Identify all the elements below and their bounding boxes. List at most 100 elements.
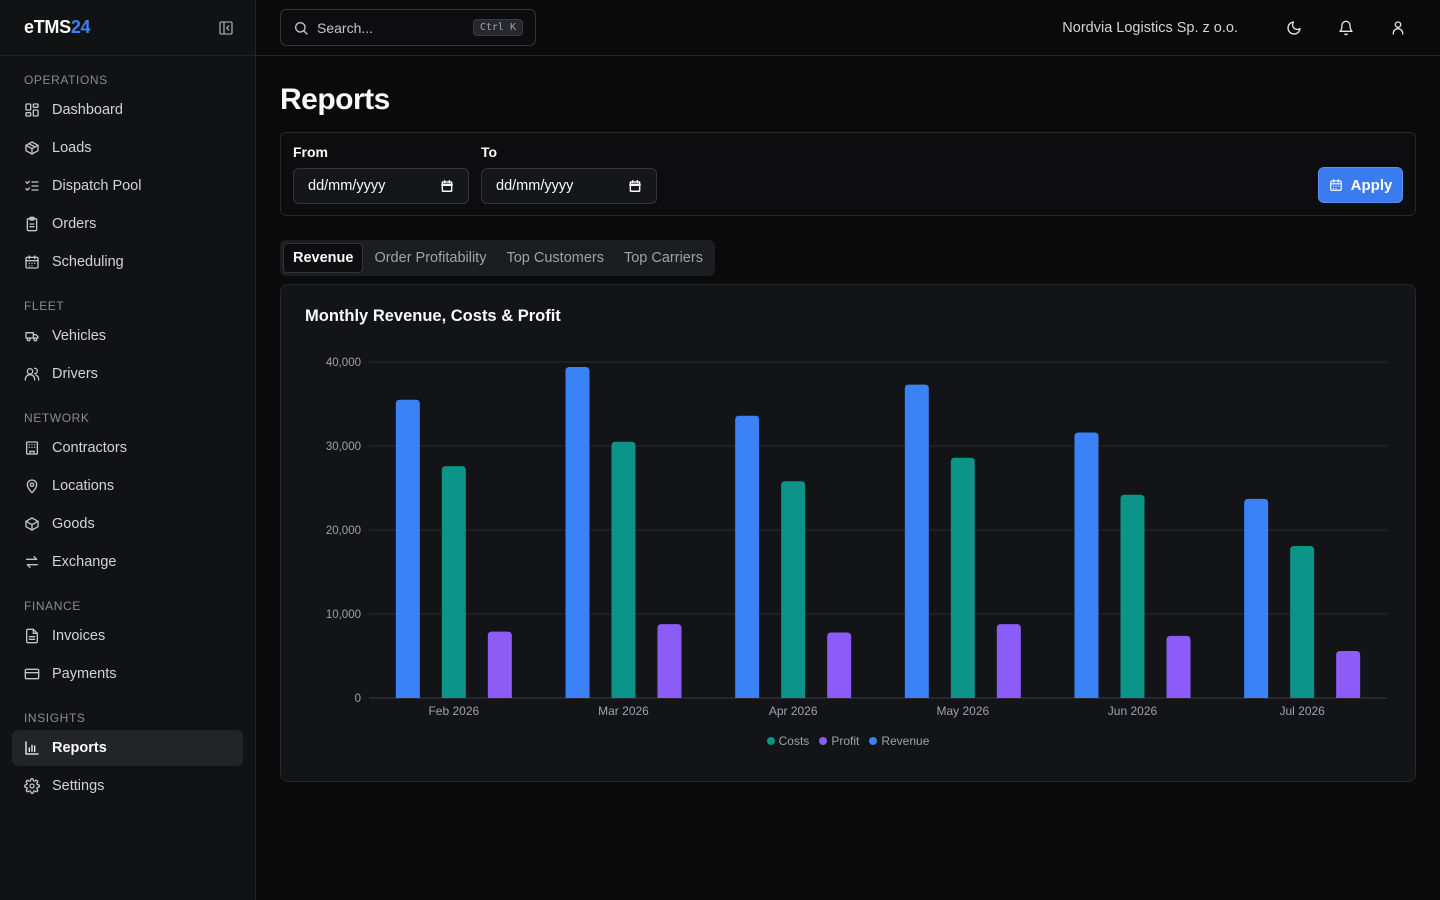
sidebar-item-label: Exchange [52, 554, 117, 570]
sidebar-item-dashboard[interactable]: Dashboard [12, 92, 243, 128]
date-filter-card: From dd/mm/yyyy To dd/mm/yyyy Apply [280, 132, 1416, 216]
legend-swatch [766, 737, 775, 745]
legend-item-profit[interactable]: Profit [819, 734, 859, 748]
report-tabs: Revenue Order Profitability Top Customers T… [280, 240, 715, 276]
calendar-icon[interactable] [628, 179, 642, 193]
search-placeholder: Search... [317, 19, 374, 36]
revenue-bar-chart: 0 10,000 20,000 30,000 40,000 Feb 2026 Mar 202… [326, 357, 1387, 718]
sidebar-item-drivers[interactable]: Drivers [12, 356, 243, 392]
from-field: From dd/mm/yyyy [293, 144, 469, 204]
nav-section-fleet: FLEET Vehicles Drivers [0, 296, 255, 392]
sidebar-item-invoices[interactable]: Invoices [12, 618, 243, 654]
tab-revenue[interactable]: Revenue [283, 243, 364, 273]
sidebar-item-label: Goods [52, 516, 95, 532]
bar-revenue-mar-2026 [565, 367, 590, 698]
sidebar-item-label: Dashboard [52, 102, 123, 118]
search-input[interactable]: Search... Ctrl K [280, 9, 536, 46]
bar-revenue-apr-2026 [735, 415, 760, 698]
bar-chart-icon [25, 741, 39, 755]
apply-button[interactable]: Apply [1318, 167, 1403, 203]
dashboard-icon [25, 103, 39, 117]
theme-toggle-button[interactable] [1276, 10, 1312, 46]
topbar: Search... Ctrl K Nordvia Logistics Sp. z… [256, 0, 1440, 56]
bar-revenue-feb-2026 [395, 399, 420, 698]
nav-section-insights: INSIGHTS Reports Settings [0, 708, 255, 804]
legend-label: Profit [831, 734, 860, 748]
y-tick-label: 30,000 [326, 441, 361, 453]
to-label: To [481, 144, 498, 160]
bar-profit-jul-2026 [1336, 650, 1361, 698]
sidebar-item-settings[interactable]: Settings [12, 768, 243, 804]
sidebar-item-dispatch-pool[interactable]: Dispatch Pool [12, 168, 243, 204]
to-date-input[interactable]: dd/mm/yyyy [481, 168, 657, 204]
x-tick-label: Apr 2026 [769, 704, 818, 718]
x-tick-label: Mar 2026 [598, 704, 649, 718]
user-menu-button[interactable] [1380, 10, 1416, 46]
x-tick-label: Jun 2026 [1108, 704, 1158, 718]
search-icon [295, 21, 308, 35]
main-content: Reports From dd/mm/yyyy To dd/mm/yyyy Ap… [280, 56, 1416, 782]
bar-costs-apr-2026 [781, 481, 806, 698]
brand-row: eTMS24 [0, 0, 255, 56]
legend-item-revenue[interactable]: Revenue [869, 734, 929, 748]
x-tick-label: Feb 2026 [428, 704, 479, 718]
bar-revenue-jun-2026 [1074, 432, 1099, 698]
tab-order-profitability[interactable]: Order Profitability [374, 250, 487, 266]
credit-card-icon [24, 668, 40, 680]
to-date-value: dd/mm/yyyy [496, 178, 574, 194]
y-tick-label: 0 [355, 693, 361, 705]
file-text-icon [26, 628, 38, 644]
y-tick-label: 10,000 [326, 609, 361, 621]
bar-costs-may-2026 [950, 457, 975, 698]
bell-icon [1339, 20, 1353, 35]
app-logo[interactable]: eTMS24 [24, 17, 91, 37]
sidebar-item-label: Drivers [52, 366, 98, 382]
sidebar-item-contractors[interactable]: Contractors [12, 430, 243, 466]
sidebar-item-orders[interactable]: Orders [12, 206, 243, 242]
x-tick-label: Jul 2026 [1279, 704, 1325, 718]
sidebar-item-goods[interactable]: Goods [12, 506, 243, 542]
nav-section-finance: FINANCE Invoices Payments [0, 596, 255, 692]
sidebar-item-label: Payments [52, 666, 117, 682]
nav-section-label: FLEET [24, 299, 65, 313]
sidebar-item-payments[interactable]: Payments [12, 656, 243, 692]
bar-profit-mar-2026 [657, 624, 682, 698]
sidebar-item-exchange[interactable]: Exchange [12, 544, 243, 580]
x-tick-label: May 2026 [936, 704, 989, 718]
page-title: Reports [280, 83, 390, 116]
calendar-icon [25, 255, 39, 269]
exchange-icon [26, 556, 38, 568]
calendar-icon [1329, 179, 1342, 191]
chart-title: Monthly Revenue, Costs & Profit [305, 307, 561, 325]
bar-costs-feb-2026 [441, 466, 466, 698]
user-icon [1392, 20, 1404, 35]
sidebar-item-vehicles[interactable]: Vehicles [12, 318, 243, 354]
bar-profit-may-2026 [996, 624, 1021, 698]
tab-top-customers[interactable]: Top Customers [506, 250, 604, 266]
bar-costs-mar-2026 [611, 441, 636, 698]
apply-button-label: Apply [1350, 176, 1393, 194]
nav-section-operations: OPERATIONS Dashboard Loads Dispatch Pool Ord… [0, 70, 255, 280]
sidebar-item-label: Vehicles [52, 328, 107, 344]
sidebar-item-scheduling[interactable]: Scheduling [12, 244, 243, 280]
tab-top-carriers[interactable]: Top Carriers [623, 250, 703, 266]
sidebar-item-label: Orders [52, 216, 97, 232]
notifications-button[interactable] [1328, 10, 1364, 46]
sidebar-item-loads[interactable]: Loads [12, 130, 243, 166]
calendar-icon[interactable] [440, 179, 454, 193]
legend-swatch [819, 737, 828, 745]
from-date-input[interactable]: dd/mm/yyyy [293, 168, 469, 204]
sidebar-collapse-icon[interactable] [217, 19, 235, 37]
sidebar-item-label: Settings [52, 778, 105, 794]
bar-costs-jun-2026 [1120, 494, 1145, 698]
sidebar-item-locations[interactable]: Locations [12, 468, 243, 504]
legend-swatch [869, 737, 878, 745]
map-pin-icon [26, 479, 38, 494]
legend-item-costs[interactable]: Costs [766, 734, 809, 748]
nav-section-label: FINANCE [24, 599, 81, 613]
y-tick-label: 20,000 [326, 525, 361, 537]
package-icon [25, 141, 39, 155]
chart-legend: Costs Profit Revenue [281, 734, 1415, 748]
bar-profit-feb-2026 [487, 631, 512, 698]
sidebar-item-reports[interactable]: Reports [12, 730, 243, 766]
